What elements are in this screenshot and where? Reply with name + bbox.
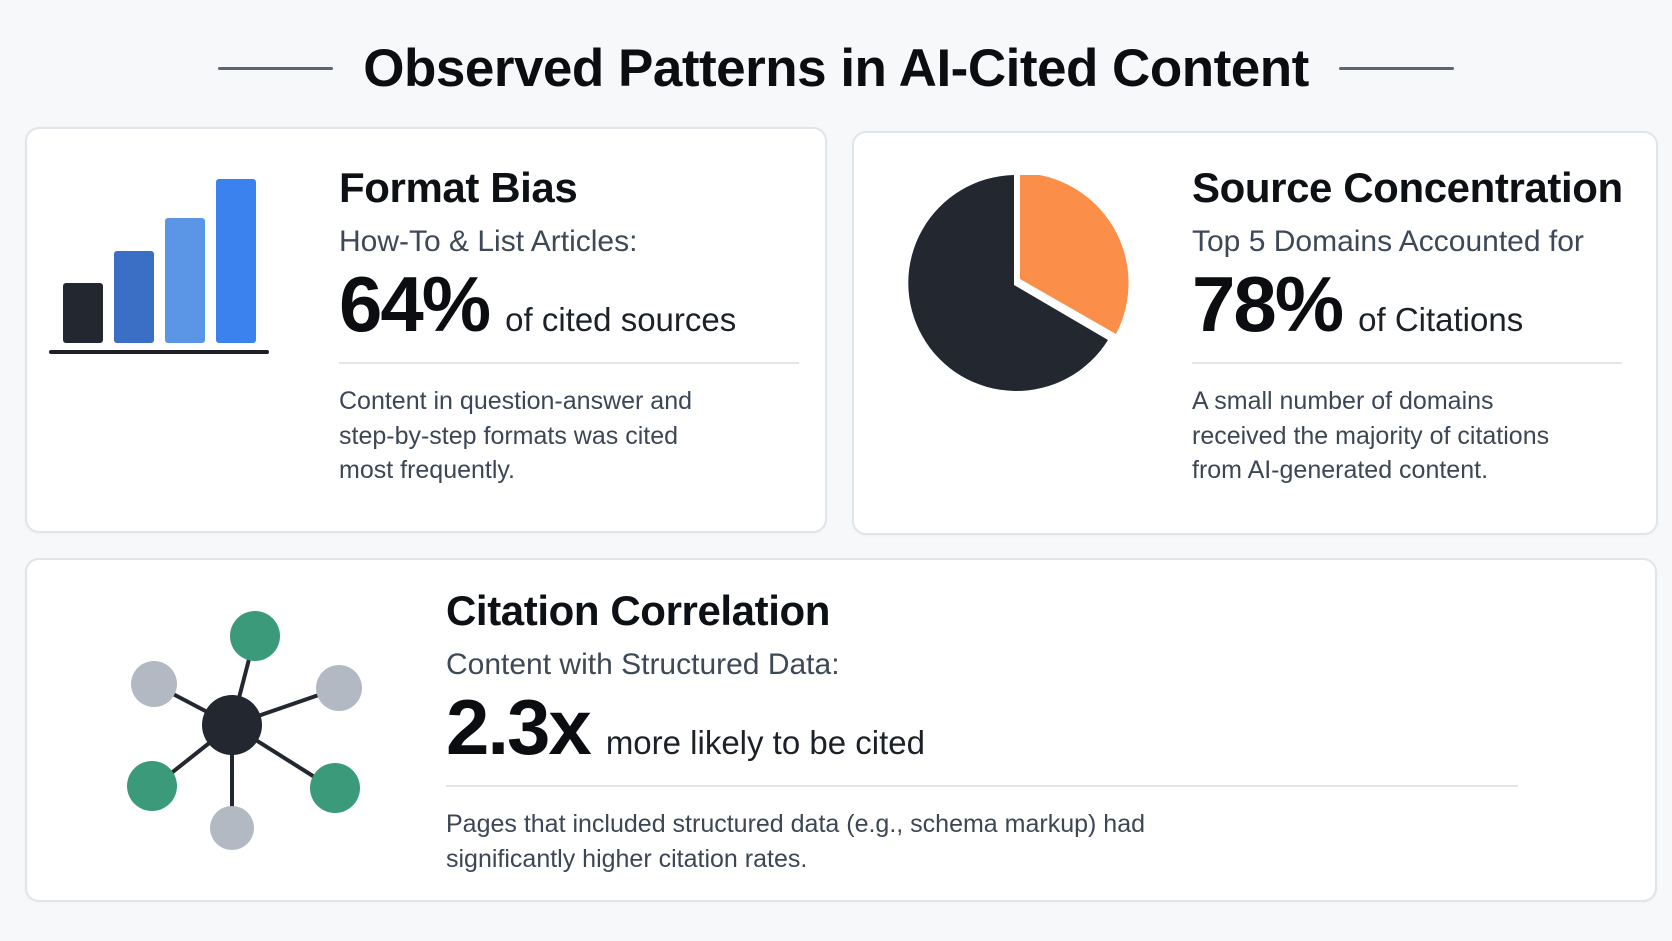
card-description: A small number of domains received the m…: [1192, 387, 1550, 485]
bar-4: [216, 179, 256, 343]
page-title: Observed Patterns in AI-Cited Content: [363, 38, 1309, 98]
citation-correlation-text: Citation Correlation Content with Struct…: [446, 587, 1596, 876]
stat-value: 78%: [1192, 260, 1344, 349]
node-top: [230, 611, 280, 661]
source-concentration-text: Source Concentration Top 5 Domains Accou…: [1192, 164, 1623, 488]
stat-row: 64% of cited sources: [339, 260, 799, 349]
pie-highlight-slice: [1020, 173, 1129, 334]
divider: [339, 362, 799, 365]
network-icon: [97, 590, 367, 860]
node-upper-right: [316, 665, 362, 711]
bar-baseline: [49, 350, 269, 354]
card-description: Content in question-answer and step-by-s…: [339, 387, 693, 485]
node-upper-left: [131, 661, 177, 707]
divider: [446, 785, 1518, 788]
card-title: Format Bias: [339, 164, 578, 211]
format-bias-text: Format Bias How-To & List Articles: 64% …: [339, 164, 799, 488]
card-description: Pages that included structured data (e.g…: [446, 810, 1145, 873]
bar-3: [165, 218, 205, 343]
stat-row: 78% of Citations: [1192, 260, 1622, 349]
card-title: Citation Correlation: [446, 587, 831, 634]
bar-2: [114, 251, 154, 343]
node-lower-left: [127, 761, 177, 811]
node-bottom: [210, 806, 254, 850]
pie-main-slice: [908, 175, 1108, 391]
card-title: Source Concentration: [1192, 164, 1623, 211]
stat-value: 2.3x: [446, 683, 592, 772]
divider: [1192, 362, 1622, 365]
bar-chart-icon: [49, 177, 289, 377]
node-lower-right: [310, 763, 360, 813]
card-subtitle: Content with Structured Data:: [446, 648, 840, 682]
header: Observed Patterns in AI-Cited Content: [0, 30, 1672, 106]
stat-label: of cited sources: [505, 301, 737, 339]
stat-row: 2.3x more likely to be cited: [446, 683, 1596, 772]
stat-value: 64%: [339, 260, 491, 349]
card-subtitle: How-To & List Articles:: [339, 225, 638, 259]
card-source-concentration: Source Concentration Top 5 Domains Accou…: [852, 131, 1658, 535]
card-format-bias: Format Bias How-To & List Articles: 64% …: [25, 127, 827, 533]
card-citation-correlation: Citation Correlation Content with Struct…: [25, 558, 1657, 902]
bar-1: [63, 283, 103, 343]
node-hub: [202, 695, 262, 755]
header-rule-right: [1338, 66, 1454, 70]
pie-chart-icon: [902, 173, 1142, 415]
card-subtitle: Top 5 Domains Accounted for: [1192, 225, 1584, 259]
header-rule-left: [218, 66, 334, 70]
stat-label: more likely to be cited: [605, 724, 925, 762]
stat-label: of Citations: [1358, 301, 1524, 339]
